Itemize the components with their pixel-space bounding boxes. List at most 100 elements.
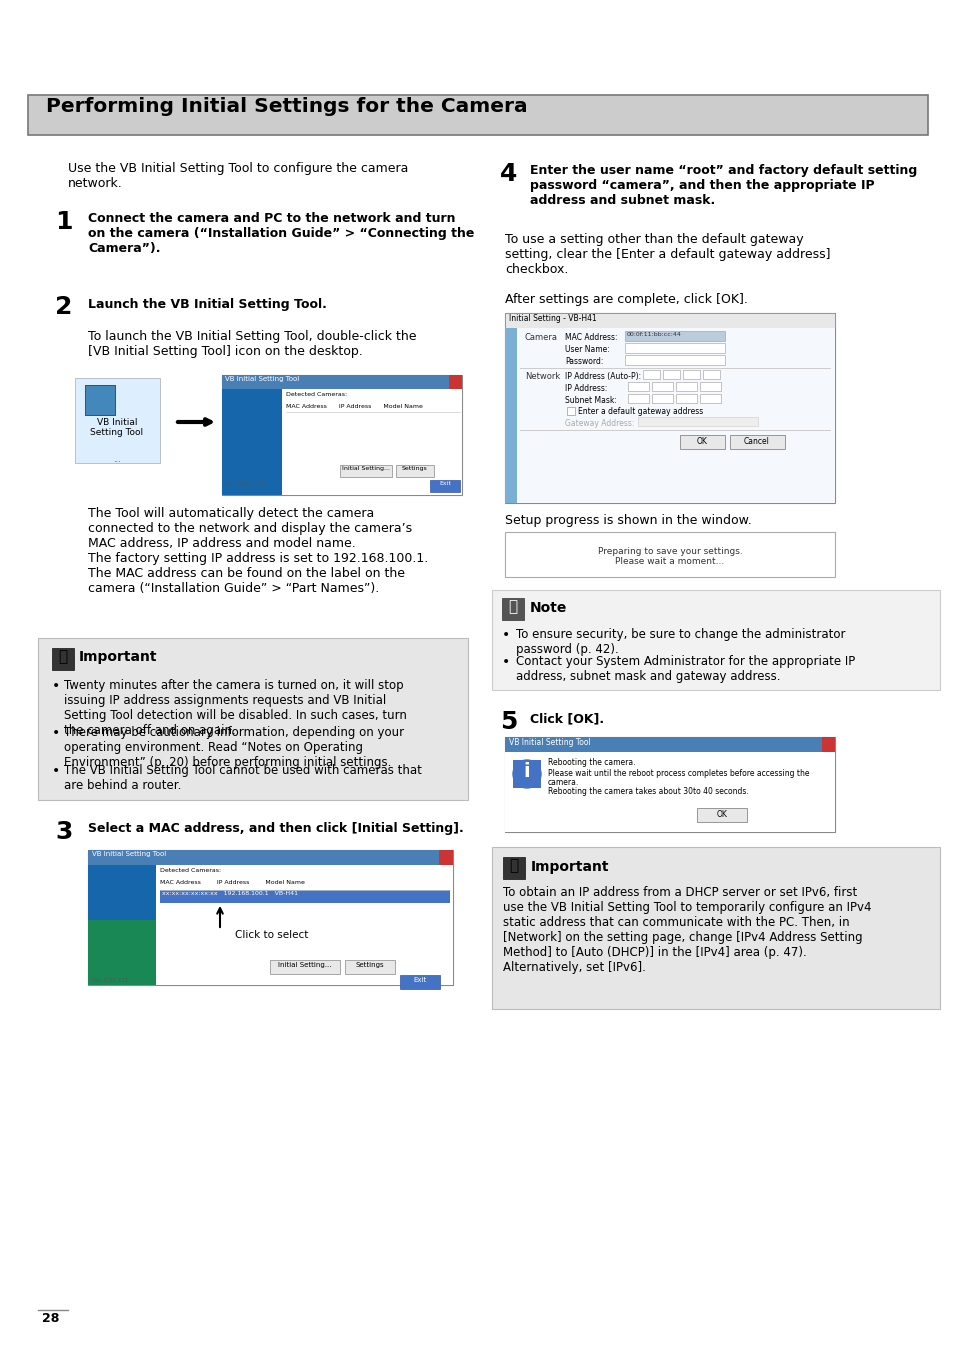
Bar: [624, 355, 724, 364]
Bar: [88, 865, 156, 986]
Bar: [88, 850, 453, 986]
Text: Subnet Mask:: Subnet Mask:: [564, 396, 617, 405]
Text: Initial Setting - VB-H41: Initial Setting - VB-H41: [509, 315, 597, 323]
Bar: [624, 343, 724, 352]
Text: •: •: [501, 655, 510, 670]
Bar: [492, 590, 939, 690]
Bar: [395, 464, 434, 477]
Text: 28: 28: [42, 1312, 59, 1324]
Bar: [504, 313, 834, 504]
Bar: [676, 394, 697, 404]
Text: Detected Cameras:: Detected Cameras:: [160, 868, 221, 873]
Text: OK: OK: [716, 810, 727, 819]
Circle shape: [513, 760, 540, 788]
Bar: [662, 370, 679, 379]
Text: 📖: 📖: [58, 649, 68, 664]
Text: MAC Address      IP Address      Model Name: MAC Address IP Address Model Name: [286, 404, 422, 409]
Text: To ensure security, be sure to change the administrator
password (p. 42).: To ensure security, be sure to change th…: [516, 628, 844, 656]
Text: VB Initial
Setting Tool: VB Initial Setting Tool: [91, 418, 143, 437]
Bar: [52, 648, 74, 670]
Text: Ver. 0.01.1111: Ver. 0.01.1111: [226, 482, 266, 487]
Bar: [399, 975, 439, 990]
Bar: [501, 598, 523, 620]
Bar: [504, 737, 834, 752]
Bar: [88, 865, 453, 986]
Bar: [502, 857, 524, 879]
Text: MAC Address:: MAC Address:: [564, 333, 617, 342]
Bar: [504, 328, 517, 504]
Text: 3: 3: [55, 819, 72, 844]
Text: 1: 1: [55, 211, 72, 234]
Text: MAC Address        IP Address        Model Name: MAC Address IP Address Model Name: [160, 880, 305, 886]
Bar: [504, 328, 834, 504]
Text: 4: 4: [499, 162, 517, 186]
Bar: [624, 331, 724, 342]
Bar: [682, 370, 700, 379]
Text: To obtain an IP address from a DHCP server or set IPv6, first
use the VB Initial: To obtain an IP address from a DHCP serv…: [502, 886, 871, 973]
Text: 📖: 📖: [509, 859, 518, 873]
Text: Rebooting the camera takes about 30to 40 seconds.: Rebooting the camera takes about 30to 40…: [547, 787, 748, 796]
Bar: [449, 375, 461, 389]
Bar: [504, 532, 834, 576]
Text: The VB Initial Setting Tool cannot be used with cameras that
are behind a router: The VB Initial Setting Tool cannot be us…: [64, 764, 421, 792]
Text: 📋: 📋: [508, 599, 517, 614]
Text: Exit: Exit: [438, 481, 451, 486]
Text: Enter a default gateway address: Enter a default gateway address: [578, 406, 702, 416]
Bar: [28, 95, 927, 135]
Text: Twenty minutes after the camera is turned on, it will stop
issuing IP address as: Twenty minutes after the camera is turne…: [64, 679, 406, 737]
Bar: [222, 389, 282, 495]
Text: Ver. 0.01.111: Ver. 0.01.111: [91, 977, 129, 983]
Text: •: •: [52, 764, 60, 778]
Text: Camera: Camera: [524, 333, 558, 342]
Text: ...: ...: [113, 455, 121, 464]
Bar: [88, 850, 453, 865]
Bar: [504, 313, 834, 328]
Bar: [85, 385, 115, 414]
Bar: [642, 370, 659, 379]
Bar: [160, 890, 450, 903]
Text: Contact your System Administrator for the appropriate IP
address, subnet mask an: Contact your System Administrator for th…: [516, 655, 854, 683]
Text: Select a MAC address, and then click [Initial Setting].: Select a MAC address, and then click [In…: [88, 822, 463, 836]
Text: Important: Important: [79, 649, 157, 664]
Text: Preparing to save your settings.
Please wait a moment...: Preparing to save your settings. Please …: [597, 547, 741, 567]
Bar: [504, 737, 834, 832]
Text: Use the VB Initial Setting Tool to configure the camera
network.: Use the VB Initial Setting Tool to confi…: [68, 162, 408, 190]
Text: Password:: Password:: [564, 356, 602, 366]
Bar: [492, 846, 939, 1008]
Bar: [88, 919, 156, 985]
Text: Important: Important: [531, 860, 609, 873]
Text: Please wait until the reboot process completes before accessing the: Please wait until the reboot process com…: [547, 769, 809, 778]
Bar: [821, 737, 834, 752]
Bar: [38, 639, 468, 801]
Text: •: •: [52, 679, 60, 693]
Text: Performing Initial Settings for the Camera: Performing Initial Settings for the Came…: [46, 97, 527, 116]
Text: After settings are complete, click [OK].: After settings are complete, click [OK].: [504, 293, 747, 306]
Bar: [627, 382, 648, 391]
Bar: [627, 394, 648, 404]
Text: VB Initial Setting Tool: VB Initial Setting Tool: [225, 377, 299, 382]
Text: Gateway Address:: Gateway Address:: [564, 418, 634, 428]
Text: To use a setting other than the default gateway
setting, clear the [Enter a defa: To use a setting other than the default …: [504, 234, 830, 275]
Bar: [222, 389, 282, 495]
Bar: [513, 760, 540, 788]
Text: IP Address (Auto-P):: IP Address (Auto-P):: [564, 373, 640, 381]
Bar: [638, 417, 758, 427]
Text: Enter the user name “root” and factory default setting
password “camera”, and th: Enter the user name “root” and factory d…: [530, 163, 916, 207]
Text: i: i: [523, 761, 530, 782]
Bar: [222, 375, 461, 389]
Bar: [345, 960, 395, 973]
Bar: [222, 389, 461, 495]
Text: To launch the VB Initial Setting Tool, double-click the
[VB Initial Setting Tool: To launch the VB Initial Setting Tool, d…: [88, 329, 416, 358]
Bar: [651, 394, 672, 404]
Text: Initial Setting...: Initial Setting...: [341, 466, 390, 471]
Text: 5: 5: [499, 710, 517, 734]
Text: IP Address:: IP Address:: [564, 383, 607, 393]
Bar: [679, 435, 724, 450]
Bar: [729, 435, 784, 450]
Text: Note: Note: [530, 601, 567, 616]
Text: xx:xx:xx:xx:xx:xx   192.168.100.1   VB-H41: xx:xx:xx:xx:xx:xx 192.168.100.1 VB-H41: [162, 891, 297, 896]
Text: There may be cautionary information, depending on your
operating environment. Re: There may be cautionary information, dep…: [64, 726, 404, 770]
Bar: [700, 382, 720, 391]
Text: Connect the camera and PC to the network and turn
on the camera (“Installation G: Connect the camera and PC to the network…: [88, 212, 474, 255]
Text: Settings: Settings: [355, 963, 384, 968]
